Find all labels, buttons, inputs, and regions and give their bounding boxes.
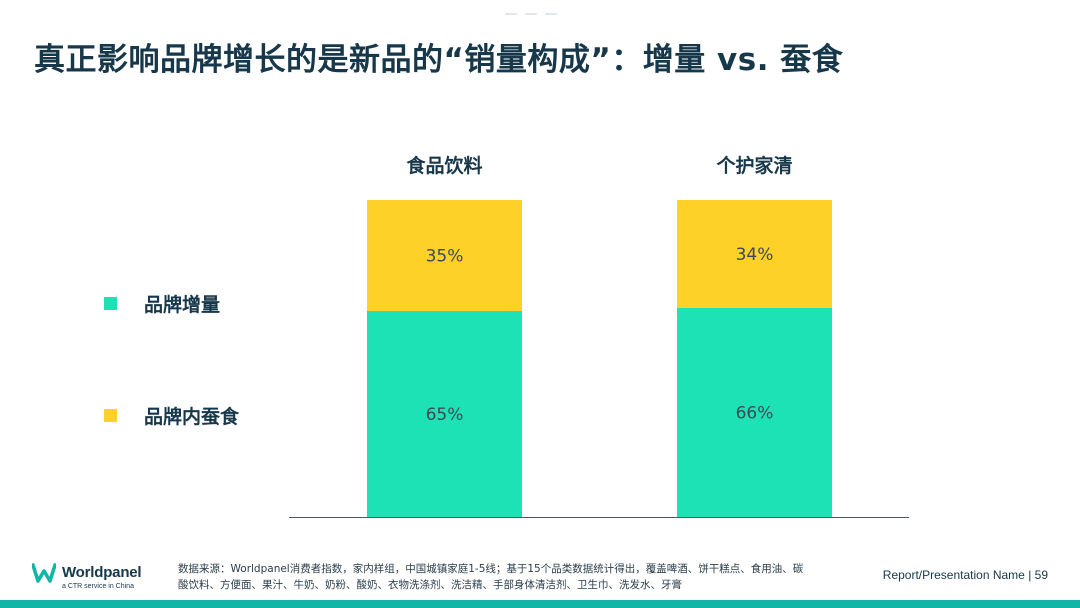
page-label: Report/Presentation Name | 59 xyxy=(882,568,1048,582)
footer-accent-bar xyxy=(0,600,1080,608)
category-label: 个护家清 xyxy=(715,154,792,177)
category-label: 食品饮料 xyxy=(406,154,482,177)
data-label: 65% xyxy=(426,405,464,425)
logo-subtext: a CTR service in China xyxy=(62,583,134,590)
bar-segment xyxy=(677,307,832,517)
bar-segment xyxy=(367,310,522,517)
logo-wordmark: Worldpanel xyxy=(62,564,142,581)
legend-swatch xyxy=(104,409,117,422)
legend-swatch xyxy=(104,297,117,310)
legend-label: 品牌内蚕食 xyxy=(144,405,240,428)
data-source-note: 数据来源：Worldpanel消费者指数，家内样组，中国城镇家庭1-5线；基于1… xyxy=(178,563,804,591)
worldpanel-logo: Worldpanel a CTR service in China xyxy=(32,561,172,593)
data-label: 34% xyxy=(736,245,774,265)
top-decoration xyxy=(505,0,575,15)
slide-title: 真正影响品牌增长的是新品的“销量构成”：增量 vs. 蚕食 xyxy=(34,42,844,78)
data-label: 66% xyxy=(736,403,774,423)
worldpanel-logo-icon xyxy=(32,563,56,583)
bar-segment xyxy=(677,200,832,308)
bar-segment xyxy=(367,200,522,311)
data-label: 35% xyxy=(426,246,464,266)
legend-label: 品牌增量 xyxy=(144,293,220,316)
